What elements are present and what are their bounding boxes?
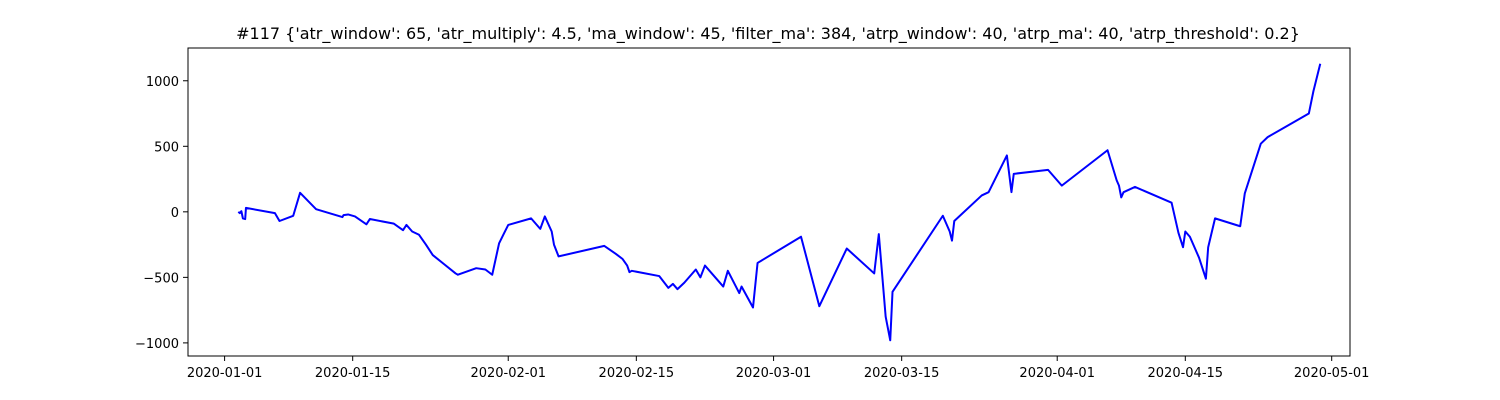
x-tick-label: 2020-04-15 xyxy=(1148,366,1224,381)
y-tick-label: −1000 xyxy=(135,337,179,352)
x-tick-label: 2020-01-15 xyxy=(315,366,391,381)
x-tick-label: 2020-02-15 xyxy=(599,366,675,381)
y-axis: −1000 −500 0 500 1000 xyxy=(135,75,188,352)
x-tick-label: 2020-03-15 xyxy=(864,366,940,381)
y-tick-label: 0 xyxy=(171,206,179,221)
series-layer xyxy=(237,63,1322,342)
x-tick-label: 2020-01-01 xyxy=(187,366,263,381)
chart-title: #117 {'atr_window': 65, 'atr_multiply': … xyxy=(236,24,1300,44)
plot-area-frame xyxy=(187,47,1351,357)
y-tick-label: 500 xyxy=(154,140,179,155)
x-axis: 2020-01-01 2020-01-15 2020-02-01 2020-02-15… xyxy=(187,356,1370,381)
x-tick-label: 2020-02-01 xyxy=(470,366,546,381)
x-tick-label: 2020-04-01 xyxy=(1019,366,1095,381)
y-tick-label: 1000 xyxy=(146,75,179,90)
series-line xyxy=(237,63,1322,342)
y-tick-label: −500 xyxy=(143,271,179,286)
x-tick-label: 2020-05-01 xyxy=(1294,366,1370,381)
x-tick-label: 2020-03-01 xyxy=(736,366,812,381)
